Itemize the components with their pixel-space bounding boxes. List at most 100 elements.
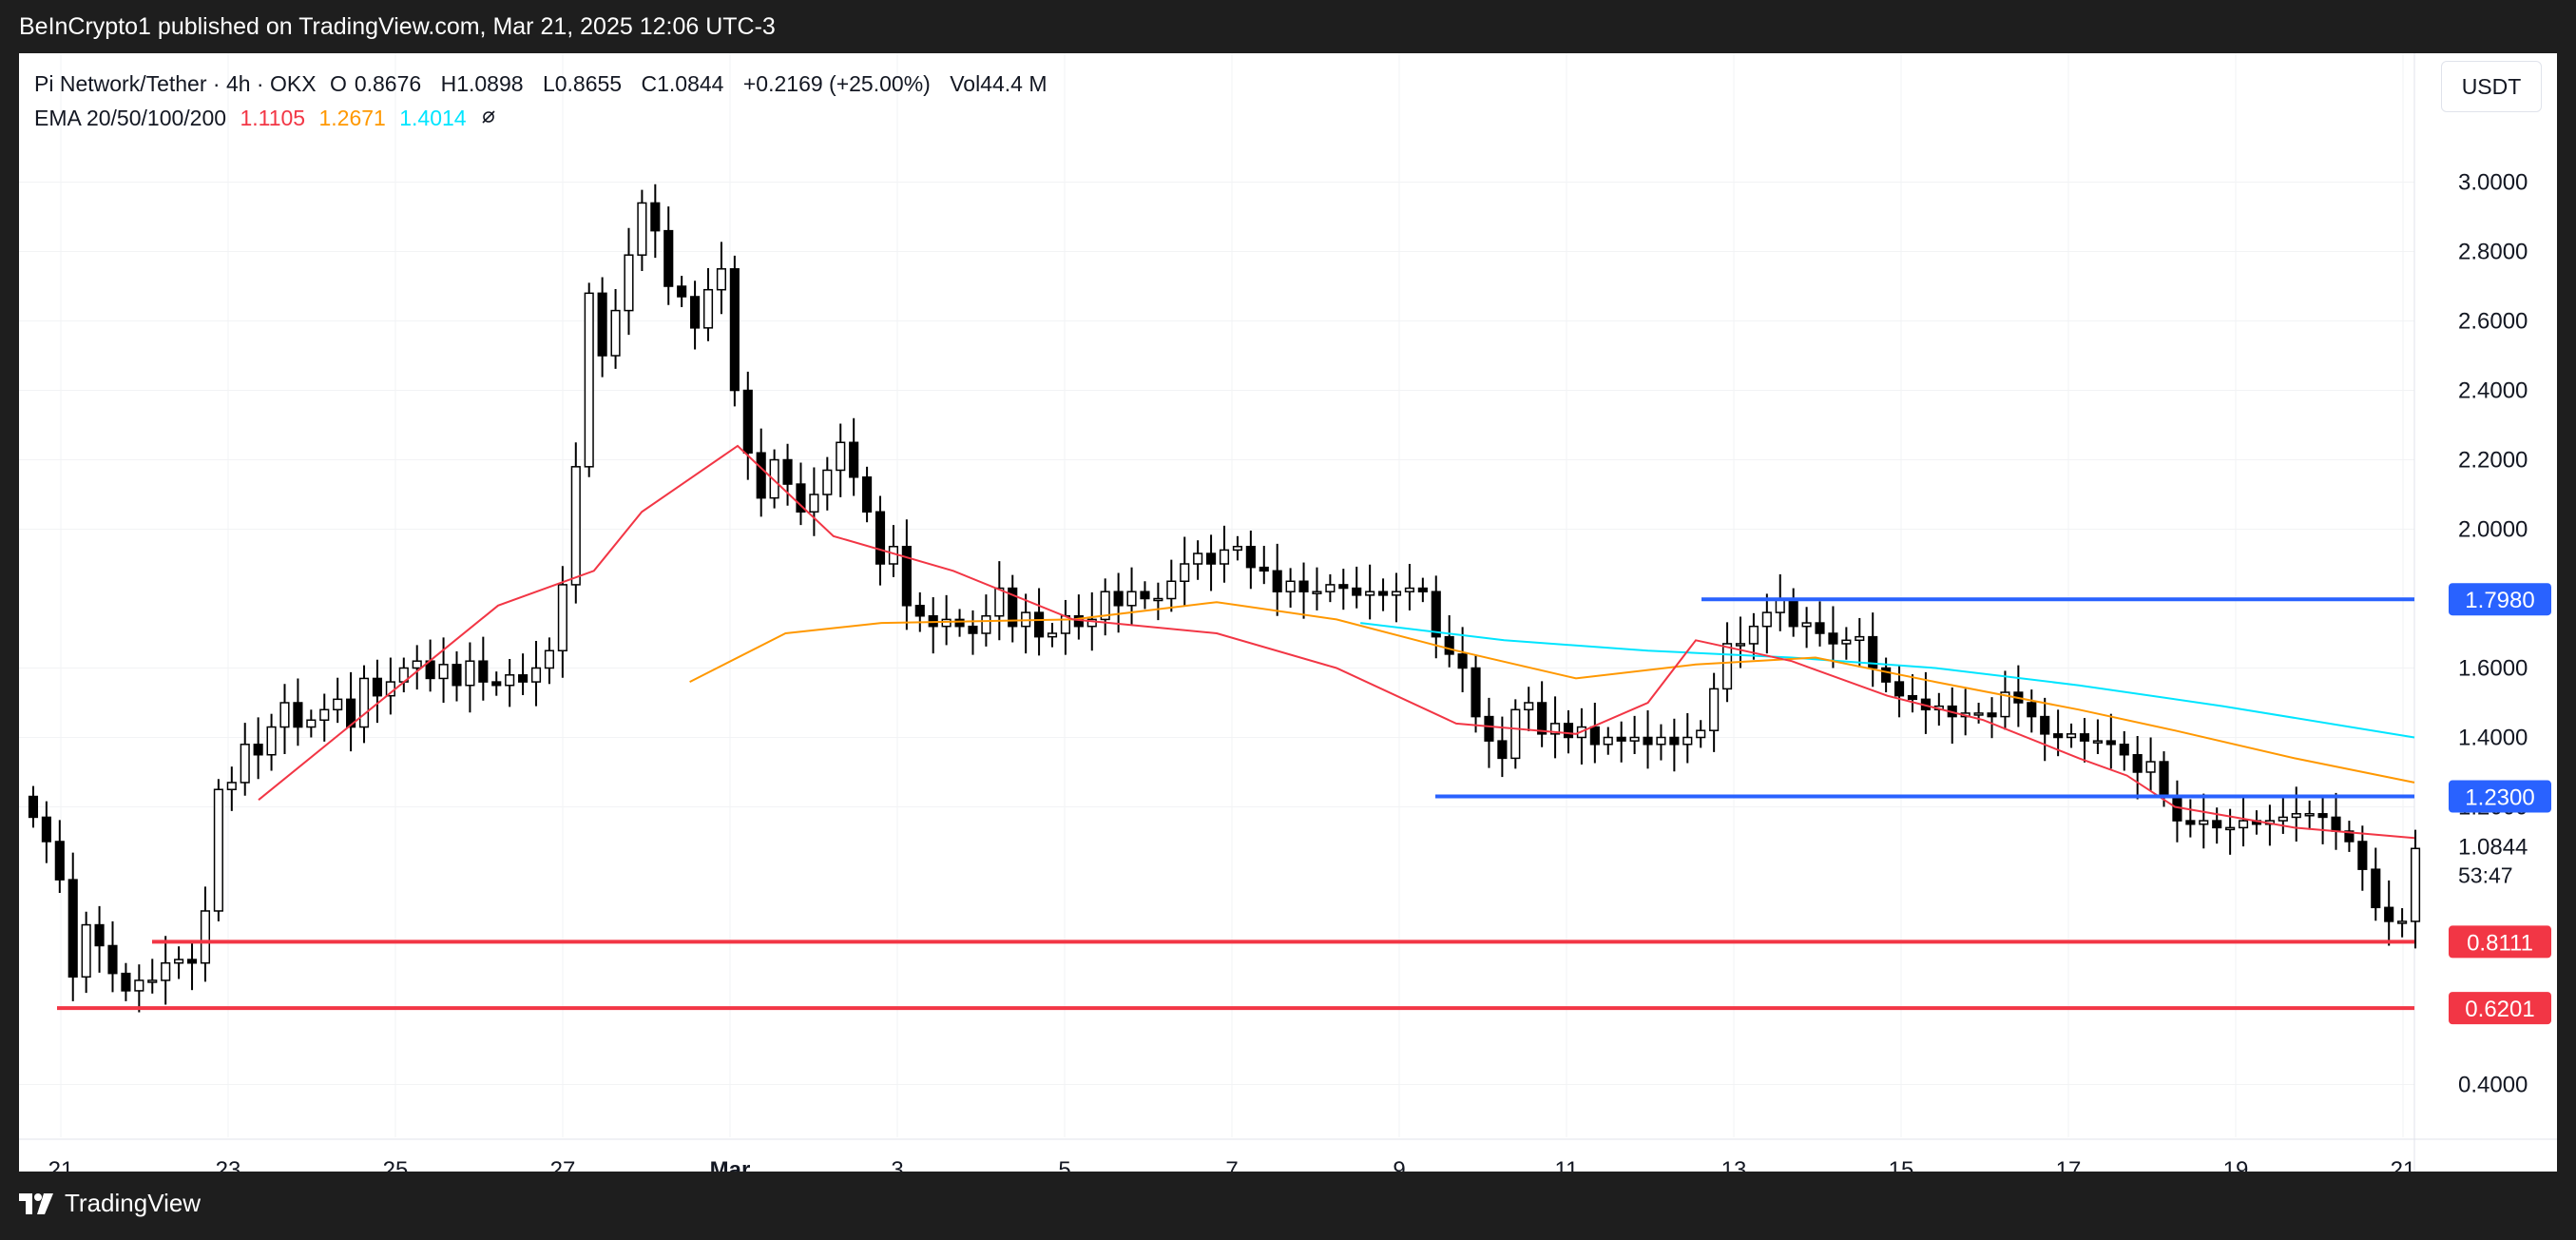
candle-down <box>1881 667 1892 683</box>
candle-down <box>518 674 529 683</box>
candle-down <box>478 660 489 683</box>
low-value: 0.8655 <box>554 71 623 96</box>
ohlc: O 0.8676 H1.0898 L0.8655 C1.0844 +0.2169 … <box>330 71 1055 96</box>
time-tick-label: 11 <box>1555 1157 1579 1172</box>
candle-down <box>491 681 502 687</box>
open-value: 0.8676 <box>354 71 422 96</box>
candle-down <box>253 744 263 756</box>
tradingview-logo[interactable]: TradingView <box>19 1189 201 1218</box>
time-tick-label: 25 <box>383 1157 409 1172</box>
candle-up <box>226 782 237 790</box>
resistance-1230-label-bg <box>2449 780 2551 813</box>
candle-up <box>1855 635 1865 642</box>
low-label: L <box>542 71 555 96</box>
currency-badge[interactable]: USDT <box>2441 61 2542 112</box>
change-value: +0.2169 (+25.00%) <box>742 71 931 96</box>
candle-up <box>1550 723 1561 735</box>
candle-up <box>941 618 952 628</box>
candle-down <box>677 285 687 298</box>
candle-down <box>875 511 886 565</box>
candle-up <box>2145 761 2156 773</box>
candle-up <box>1166 580 1177 600</box>
candle-down <box>1378 591 1389 596</box>
candle-down <box>2331 816 2341 832</box>
ema-label[interactable]: EMA 20/50/100/200 <box>34 106 227 130</box>
candle-down <box>968 625 978 634</box>
candle-down <box>1206 552 1217 565</box>
candle-down <box>67 879 78 978</box>
candle-down <box>346 698 356 728</box>
candle-up <box>637 202 647 256</box>
resistance-1230-label: 1.2300 <box>2465 785 2534 811</box>
price-chart[interactable]: 3.0000 2.8000 2.6000 2.4000 2.2000 2.0000 1.60… <box>19 53 2557 1172</box>
time-tick-label: 21 <box>48 1157 74 1172</box>
time-tick-label: 3 <box>891 1157 903 1172</box>
candle-down <box>2317 813 2328 819</box>
candle-down <box>1444 635 1454 655</box>
candle-up <box>438 664 449 680</box>
resistance-1798-label: 1.7980 <box>2465 588 2534 613</box>
candle-up <box>1603 736 1613 746</box>
volume-label: Vol <box>950 71 981 96</box>
price-tick-label: 2.6000 <box>2458 309 2528 335</box>
candle-down <box>1259 566 1269 572</box>
candle-up <box>702 288 714 329</box>
candle-up <box>716 268 727 291</box>
candle-down <box>1815 622 1825 634</box>
candle-down <box>186 959 198 964</box>
time-tick-label: Mar <box>710 1157 751 1172</box>
candle-up <box>1153 597 1163 602</box>
price-tick-label: 2.0000 <box>2458 517 2528 543</box>
candle-up <box>1721 643 1733 690</box>
candle-down <box>1669 736 1680 746</box>
candle-down <box>2357 841 2368 870</box>
time-tick-label: 21 <box>2391 1157 2416 1172</box>
eye-off-icon[interactable] <box>480 106 497 130</box>
candle-up <box>1086 618 1097 628</box>
candle-up <box>570 466 581 586</box>
candle-down <box>914 605 925 617</box>
candle-down <box>1034 611 1045 638</box>
candle-up <box>1709 688 1720 731</box>
candle-down <box>862 476 873 513</box>
candle-down <box>1894 681 1905 697</box>
candle-up <box>624 254 634 312</box>
candle-up <box>174 959 184 964</box>
candle-up <box>1696 729 1706 739</box>
candle-down <box>796 483 806 513</box>
candle-up <box>161 961 171 981</box>
candle-up <box>1801 622 1812 628</box>
candle-down <box>452 664 462 687</box>
countdown-label: 53:47 <box>2458 863 2513 888</box>
symbol-title[interactable]: Pi Network/Tether · 4h · OKX <box>34 71 317 96</box>
candle-up <box>1761 611 1772 628</box>
candle-down <box>849 441 859 478</box>
candle-down <box>1788 597 1798 628</box>
candle-up <box>2000 691 2010 718</box>
candle-down <box>597 292 607 357</box>
candle-up <box>1682 736 1693 746</box>
last-price-label: 1.0844 <box>2458 835 2528 861</box>
candle-down <box>1457 653 1468 669</box>
chart-area[interactable]: 3.0000 2.8000 2.6000 2.4000 2.2000 2.0000 1.60… <box>19 53 2557 1172</box>
candle-up <box>505 674 515 687</box>
candle-down <box>1589 726 1600 746</box>
close-value: 1.0844 <box>657 71 724 96</box>
candle-up <box>412 660 422 669</box>
candle-up <box>1365 591 1375 596</box>
close-label: C <box>641 71 658 96</box>
candle-down <box>690 296 701 329</box>
candle-down <box>1352 587 1362 596</box>
high-label: H <box>440 71 457 96</box>
candle-up <box>266 726 277 756</box>
candle-up <box>1391 591 1402 596</box>
candle-down <box>729 268 740 392</box>
candle-up <box>319 708 330 721</box>
candle-down <box>2344 830 2355 843</box>
candle-down <box>1417 587 1428 592</box>
candle-down <box>1987 712 1997 718</box>
candle-up <box>822 469 833 495</box>
ema50-value: 1.2671 <box>318 106 386 130</box>
candle-up <box>1232 546 1242 552</box>
candle-up <box>544 649 555 669</box>
